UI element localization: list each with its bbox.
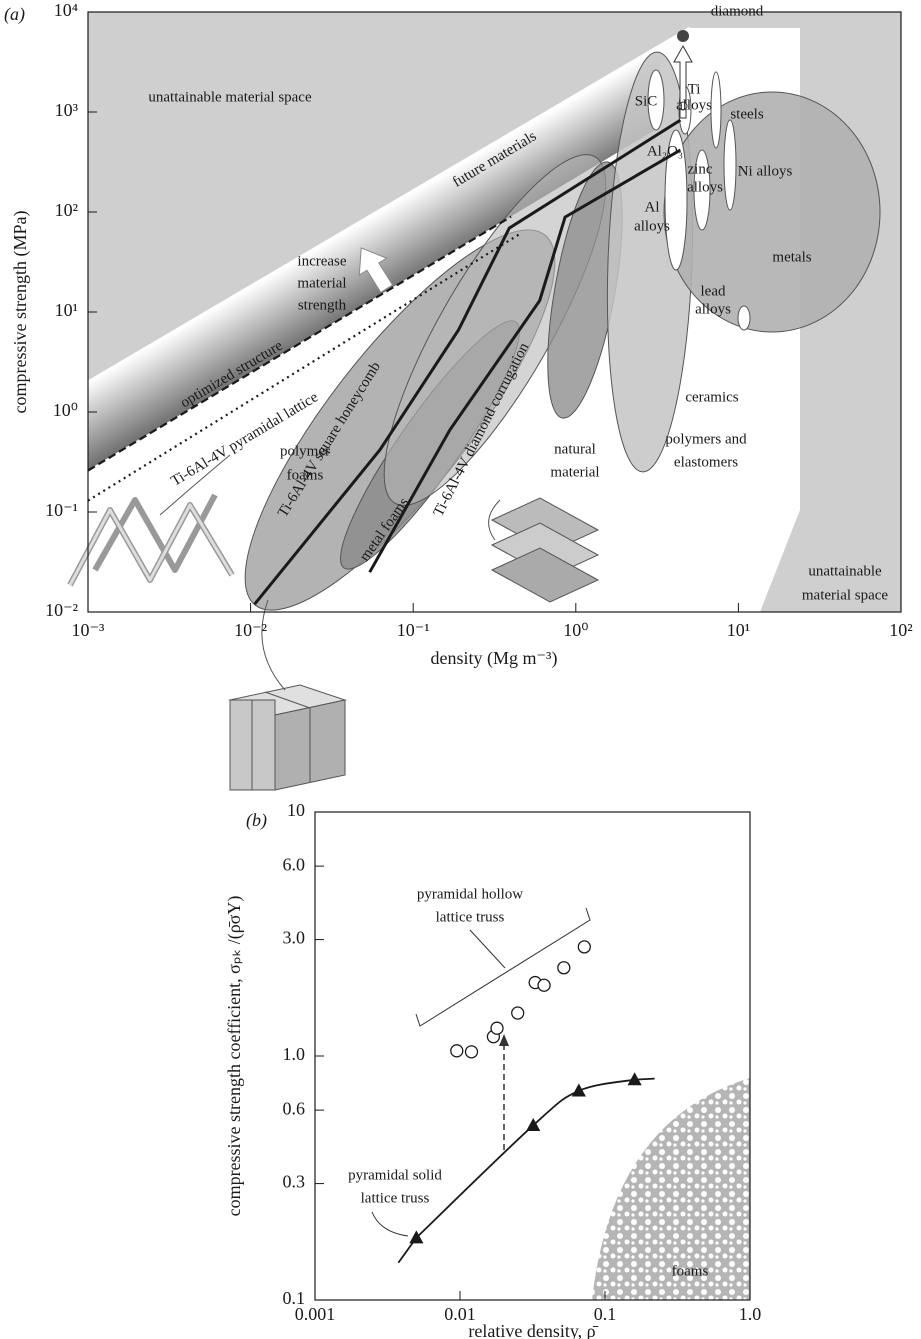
annotation: alloys <box>634 218 670 234</box>
y-tick-label: 6.0 <box>283 854 306 874</box>
point <box>573 1085 585 1096</box>
x-tick-label: 10⁻³ <box>72 620 106 640</box>
annotation: Ti <box>688 81 701 97</box>
pointer <box>262 600 285 690</box>
point <box>578 941 590 953</box>
y-axis-label: compressive strength coefficient, σₚₖ /(… <box>224 896 245 1217</box>
y-tick-label: 10⁻² <box>45 600 78 620</box>
annotation: foams <box>287 467 324 483</box>
annotation: polymers and <box>665 431 747 447</box>
annotation: ceramics <box>685 389 738 405</box>
annotation: lead <box>701 283 726 299</box>
region-steels <box>711 72 721 148</box>
pointer <box>372 1212 408 1236</box>
annotation: polymer <box>280 443 330 459</box>
annotation: elastomers <box>674 454 738 470</box>
annotation: Al <box>645 199 660 215</box>
point <box>512 1007 524 1019</box>
annotation: unattainable <box>808 563 882 579</box>
region-lead <box>738 306 750 330</box>
annotation: Al₂O₃ <box>647 143 683 159</box>
annotation: foams <box>672 1263 709 1279</box>
annotation: natural <box>554 441 596 457</box>
y-tick-label: 10¹ <box>55 300 78 320</box>
annotation: increase <box>297 253 346 269</box>
point <box>538 979 550 991</box>
x-tick-label: 0.01 <box>444 1304 476 1324</box>
x-axis-label: relative density, ρ̄ <box>468 1321 598 1339</box>
annotation: Ni alloys <box>738 163 793 179</box>
x-tick-label: 10⁻¹ <box>397 620 430 640</box>
annotation: strength <box>298 297 347 313</box>
point <box>491 1022 503 1034</box>
annotation: zinc <box>688 161 713 177</box>
y-tick-label: 10⁻¹ <box>45 500 78 520</box>
x-axis-label: density (Mg m⁻³) <box>431 648 558 669</box>
y-axis-label: compressive strength (MPa) <box>10 211 31 414</box>
annotation: unattainable material space <box>148 89 312 105</box>
y-tick-label: 10² <box>55 200 78 220</box>
annotation: material <box>550 464 599 480</box>
y-tick-label: 10⁰ <box>53 400 78 420</box>
annotation: diamond <box>711 3 764 19</box>
x-tick-label: 0.1 <box>594 1304 617 1324</box>
annotation: pyramidal hollow <box>417 886 523 902</box>
x-tick-label: 1.0 <box>739 1304 762 1324</box>
region-ni <box>724 120 736 210</box>
pointer <box>470 930 505 968</box>
y-tick-label: 10 <box>287 800 305 820</box>
x-tick-label: 10² <box>889 620 912 640</box>
annotation: material space <box>802 587 889 603</box>
x-tick-label: 10¹ <box>727 620 750 640</box>
x-tick-label: 10⁻² <box>234 620 267 640</box>
annotation: metals <box>772 249 811 265</box>
panel-label: (b) <box>246 810 267 831</box>
annotation: alloys <box>676 97 712 113</box>
y-tick-label: 0.1 <box>283 1288 306 1308</box>
y-tick-label: 10⁴ <box>54 0 78 20</box>
annotation: pyramidal solid <box>348 1167 442 1183</box>
annotation: lattice truss <box>361 1190 430 1206</box>
y-tick-label: 10³ <box>55 100 79 120</box>
annotation: steels <box>730 106 763 122</box>
diamond-marker <box>677 30 689 42</box>
honeycomb-drawing <box>230 685 345 790</box>
y-tick-label: 0.6 <box>283 1098 306 1118</box>
y-tick-label: 0.3 <box>283 1172 306 1192</box>
annotation: alloys <box>695 301 731 317</box>
figure: (a) density (Mg m⁻³) compressive strength … <box>0 0 921 1339</box>
x-tick-label: 10⁰ <box>563 620 588 640</box>
annotation: SiC <box>635 93 658 109</box>
point <box>465 1046 477 1058</box>
arrow-head <box>499 1034 509 1046</box>
annotation: lattice truss <box>436 909 505 925</box>
panel-label: (a) <box>4 4 25 25</box>
point <box>451 1045 463 1057</box>
point <box>558 962 570 974</box>
annotation: alloys <box>687 179 723 195</box>
annotation: material <box>297 275 346 291</box>
y-tick-label: 1.0 <box>283 1044 306 1064</box>
y-tick-label: 3.0 <box>283 928 306 948</box>
